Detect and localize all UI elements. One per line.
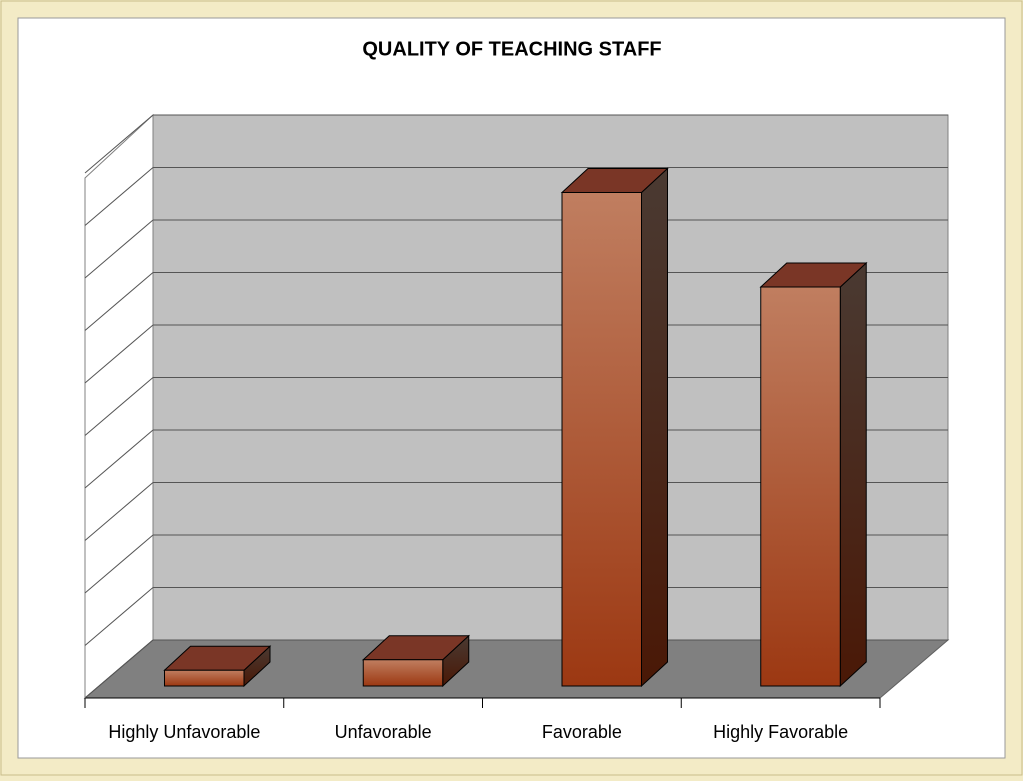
grid-line — [84, 534, 154, 594]
grid-line — [84, 377, 154, 436]
bar — [760, 286, 841, 687]
bar-side — [839, 261, 867, 688]
grid-line — [84, 324, 154, 384]
bar — [561, 192, 642, 687]
bar — [164, 669, 245, 687]
grid-line — [84, 587, 154, 646]
chart-title: QUALITY OF TEACHING STAFF — [362, 38, 661, 60]
bar-side — [641, 167, 668, 688]
x-tick-label: Unfavorable — [335, 722, 432, 742]
grid-line — [84, 272, 154, 331]
x-tick-label: Highly Unfavorable — [108, 722, 260, 742]
grid-line — [84, 167, 154, 226]
x-tick-label: Favorable — [542, 722, 622, 742]
bar — [362, 659, 444, 687]
grid-line — [84, 429, 154, 489]
grid-line — [84, 639, 154, 699]
x-tick-label: Highly Favorable — [713, 722, 848, 742]
grid-line — [84, 482, 154, 541]
grid-line — [84, 114, 154, 174]
grid-line — [84, 219, 154, 279]
